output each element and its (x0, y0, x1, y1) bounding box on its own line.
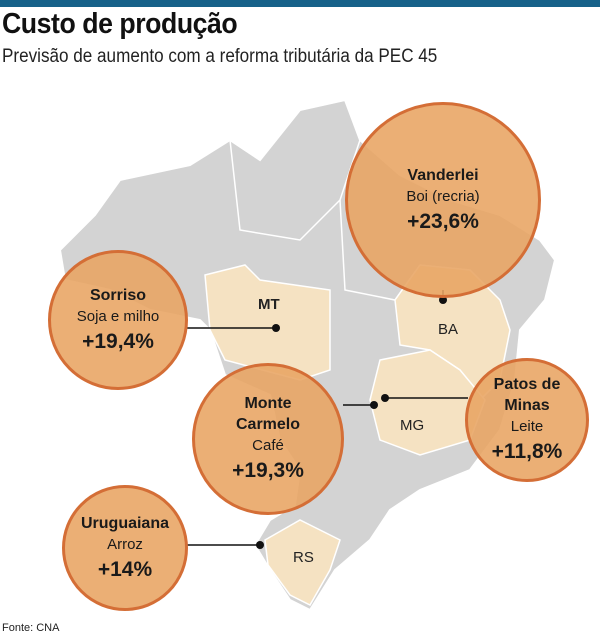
label-mg: MG (400, 417, 425, 434)
state-rs (264, 519, 341, 606)
bubble-sorriso: Sorriso Soja e milho +19,4% (48, 250, 188, 390)
city-name: Sorriso (89, 286, 146, 304)
crop-name: Soja e milho (76, 307, 160, 325)
top-bar (0, 0, 600, 7)
increase-value: +14% (97, 557, 153, 581)
bubble-monte-carmelo: Monte Carmelo Café +19,3% (192, 363, 344, 515)
bubble-uruguaiana: Uruguaiana Arroz +14% (62, 485, 188, 611)
city-name: Monte Carmelo (235, 395, 301, 433)
city-markers (256, 296, 447, 549)
label-ba: BA (438, 321, 459, 338)
page-subtitle: Previsão de aumento com a reforma tribut… (2, 46, 438, 67)
page-title: Custo de produção (2, 8, 238, 40)
label-mt: MT (258, 296, 280, 313)
bubble-patos-de-minas: Patos de Minas Leite +11,8% (465, 358, 589, 482)
crop-name: Arroz (107, 535, 143, 553)
bubble-vanderlei: Vanderlei Boi (recria) +23,6% (345, 102, 541, 298)
source-note: Fonte: CNA (2, 622, 60, 634)
increase-value: +11,8% (491, 440, 563, 463)
increase-value: +23,6% (407, 209, 479, 233)
city-name: Vanderlei (407, 166, 479, 184)
crop-name: Leite (510, 418, 544, 435)
crop-name: Boi (recria) (406, 187, 480, 205)
state-mt (204, 264, 331, 381)
crop-name: Café (252, 437, 284, 454)
increase-value: +19,4% (82, 329, 154, 353)
city-name: Uruguaiana (80, 514, 169, 532)
city-name: Patos de Minas (493, 376, 561, 414)
increase-value: +19,3% (232, 459, 304, 482)
label-rs: RS (293, 549, 314, 566)
